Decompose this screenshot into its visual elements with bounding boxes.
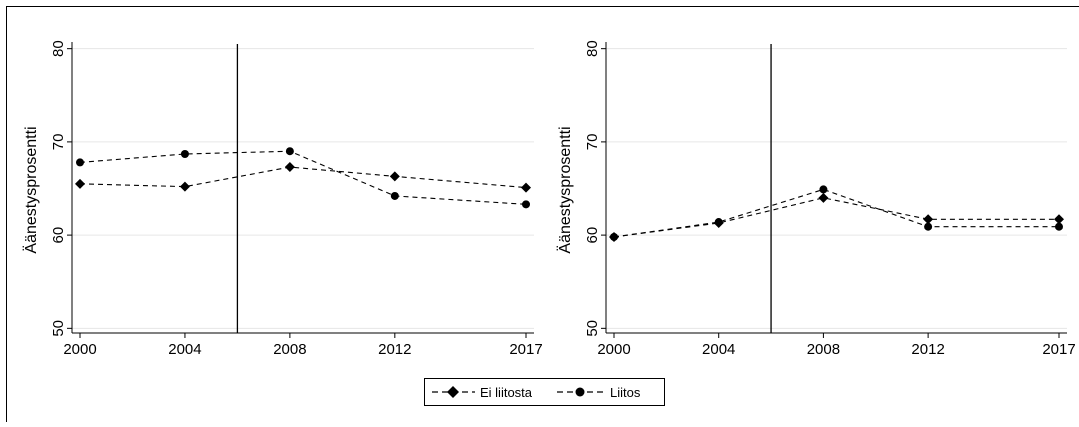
series-line (80, 167, 526, 188)
legend-label-liitos: Liitos (610, 385, 641, 400)
series-line (614, 189, 1059, 237)
data-point-circle (610, 233, 618, 241)
figure-border (7, 7, 1079, 423)
x-tick-label: 2017 (509, 341, 542, 358)
data-point-circle (924, 223, 932, 231)
y-tick-label: 60 (584, 227, 601, 244)
legend-marker-circle (576, 388, 585, 397)
x-tick-label: 2012 (911, 341, 944, 358)
data-point-circle (819, 185, 827, 193)
series-line (80, 151, 526, 204)
y-tick-label: 50 (584, 320, 601, 337)
data-point-circle (1055, 223, 1063, 231)
data-point-circle (522, 200, 530, 208)
data-point-circle (181, 150, 189, 158)
y-tick-label: 50 (50, 320, 67, 337)
chart-panel-left: Äänestysprosentti 50 60 70 80 2000 2004 2008 20… (22, 40, 543, 358)
data-point-diamond (390, 171, 400, 181)
y-tick-label: 70 (584, 134, 601, 151)
y-axis-label: Äänestysprosentti (22, 126, 40, 253)
legend-label-ei-liitosta: Ei liitosta (480, 385, 533, 400)
x-tick-label: 2004 (702, 341, 735, 358)
series-line (614, 198, 1059, 237)
data-point-circle (286, 147, 294, 155)
data-point-diamond (818, 193, 828, 203)
data-point-diamond (521, 183, 531, 193)
x-tick-label: 2004 (168, 341, 201, 358)
x-tick-label: 2008 (273, 341, 306, 358)
x-tick-label: 2000 (63, 341, 96, 358)
data-point-circle (391, 192, 399, 200)
legend: Ei liitosta Liitos (425, 379, 665, 406)
y-tick-label: 80 (584, 40, 601, 57)
y-axis-label: Äänestysprosentti (556, 126, 574, 253)
data-point-diamond (285, 162, 295, 172)
data-point-circle (76, 158, 84, 166)
y-tick-label: 80 (50, 40, 67, 57)
x-tick-label: 2012 (378, 341, 411, 358)
chart-panel-right: Äänestysprosentti 50 60 70 80 2000 2004 2008 20… (556, 40, 1076, 358)
data-point-diamond (180, 182, 190, 192)
x-tick-label: 2017 (1042, 341, 1075, 358)
data-point-circle (715, 218, 723, 226)
x-tick-label: 2000 (597, 341, 630, 358)
y-tick-label: 70 (50, 134, 67, 151)
x-tick-label: 2008 (807, 341, 840, 358)
y-tick-label: 60 (50, 227, 67, 244)
data-point-diamond (75, 179, 85, 189)
